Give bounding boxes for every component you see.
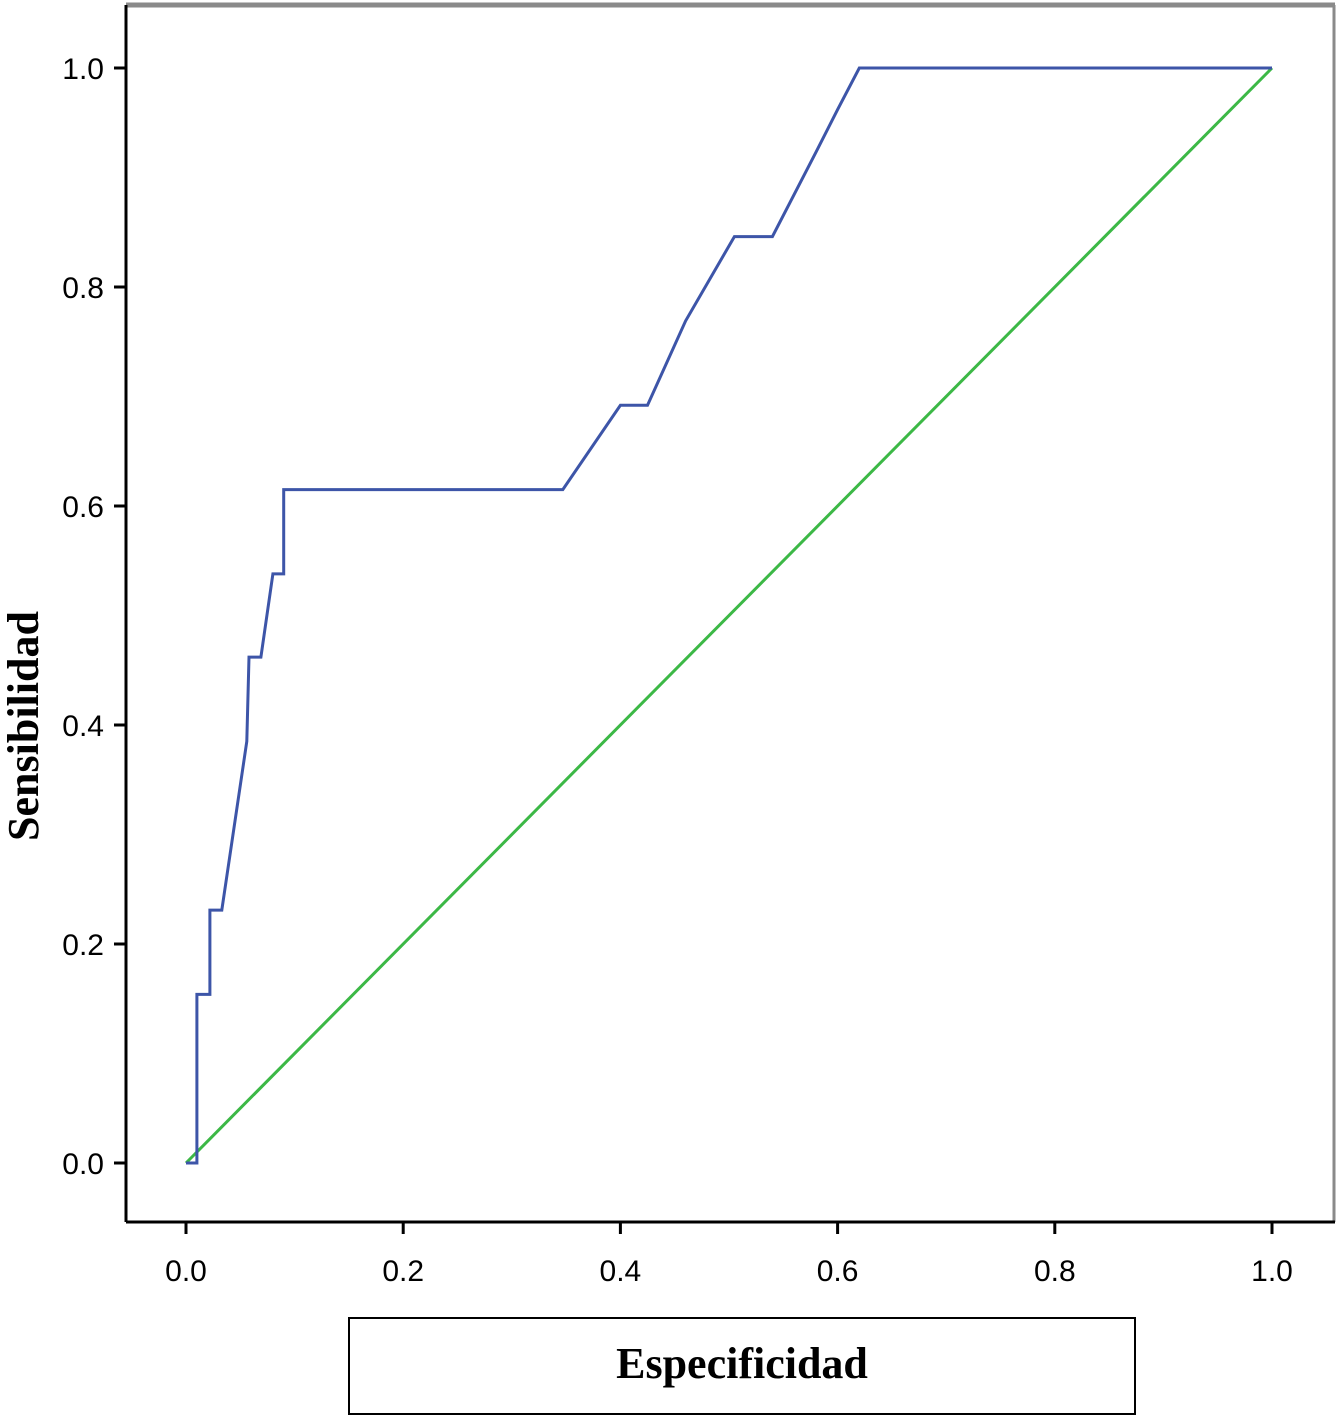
y-tick-label: 0.4 [62, 710, 104, 743]
y-tick-label: 1.0 [62, 53, 104, 86]
y-tick-label: 0.2 [62, 929, 104, 962]
x-tick-label: 0.8 [1034, 1255, 1076, 1288]
y-tick-label: 0.6 [62, 491, 104, 524]
reference-line [184, 66, 1274, 1165]
roc-curve [186, 66, 1272, 1165]
x-tick-label: 0.4 [600, 1255, 642, 1288]
y-tick-label: 0.0 [62, 1148, 104, 1181]
y-axis-ticks: 0.0 0.2 0.4 0.6 0.8 1.0 [62, 53, 126, 1181]
x-tick-label: 0.2 [382, 1255, 424, 1288]
y-axis-title: Sensibilidad [0, 611, 48, 841]
x-axis-title-box [348, 1317, 1136, 1415]
x-tick-label: 1.0 [1251, 1255, 1293, 1288]
x-tick-label: 0.6 [817, 1255, 859, 1288]
y-tick-label: 0.8 [62, 272, 104, 305]
x-axis-ticks: 0.0 0.2 0.4 0.6 0.8 1.0 [165, 1222, 1293, 1288]
x-tick-label: 0.0 [165, 1255, 207, 1288]
x-axis-title: Especificidad [616, 1339, 868, 1388]
